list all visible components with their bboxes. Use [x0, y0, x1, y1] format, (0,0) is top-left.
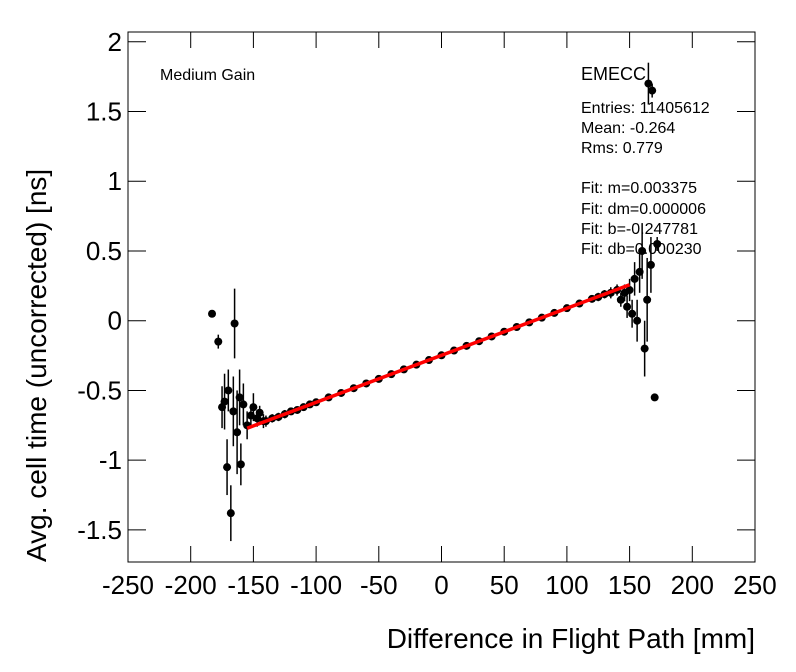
x-tick-label: 50 [490, 570, 519, 600]
point [208, 309, 217, 318]
point [646, 260, 655, 269]
point [630, 274, 639, 283]
point [638, 246, 647, 255]
y-axis-label: Avg. cell time (uncorrected) [ns] [21, 169, 52, 562]
y-tick-label: 1 [108, 166, 122, 196]
annotation: Medium Gain [160, 67, 255, 84]
point [650, 393, 659, 402]
point [643, 295, 652, 304]
y-tick-label: 0 [108, 306, 122, 336]
x-tick-label: 250 [733, 570, 776, 600]
point [633, 316, 642, 325]
point [226, 509, 235, 518]
y-tick-label: 0.5 [86, 236, 122, 266]
annotation: Rms: 0.779 [581, 140, 663, 157]
x-tick-label: -150 [227, 570, 279, 600]
x-tick-label: -200 [165, 570, 217, 600]
annotation: Entries: 11405612 [581, 100, 710, 117]
point [229, 407, 238, 416]
point [623, 302, 632, 311]
annotation: Fit: dm=0.000006 [581, 201, 706, 218]
point [223, 463, 232, 472]
point [239, 400, 248, 409]
y-tick-label: -0.5 [77, 375, 122, 405]
point [235, 393, 244, 402]
x-tick-label: 200 [671, 570, 714, 600]
x-tick-label: -50 [360, 570, 398, 600]
annotation: Mean: -0.264 [581, 120, 675, 137]
x-tick-label: 100 [545, 570, 588, 600]
x-tick-label: -100 [290, 570, 342, 600]
x-tick-label: 150 [608, 570, 651, 600]
point [640, 344, 649, 353]
point [233, 428, 242, 437]
point [628, 309, 637, 318]
y-tick-label: -1 [99, 445, 122, 475]
fit-line [246, 283, 631, 430]
point [255, 408, 264, 417]
annotation: Fit: db=0.000230 [581, 241, 702, 258]
y-tick-label: 2 [108, 27, 122, 57]
point [249, 403, 258, 412]
point [616, 295, 625, 304]
point [648, 86, 657, 95]
y-tick-label: 1.5 [86, 97, 122, 127]
point [230, 319, 239, 328]
point [644, 79, 653, 88]
point [653, 240, 662, 248]
point [220, 397, 229, 406]
point [625, 286, 634, 295]
y-tick-label: -1.5 [77, 515, 122, 545]
annotation: Fit: b=-0.247781 [581, 221, 698, 238]
annotation: EMECC [581, 64, 646, 84]
point [214, 337, 223, 346]
point [236, 460, 245, 469]
x-tick-label: 0 [434, 570, 448, 600]
x-axis-label: Difference in Flight Path [mm] [387, 623, 755, 654]
x-tick-label: -250 [102, 570, 154, 600]
point [224, 386, 233, 395]
annotation: Fit: m=0.003375 [581, 180, 697, 197]
